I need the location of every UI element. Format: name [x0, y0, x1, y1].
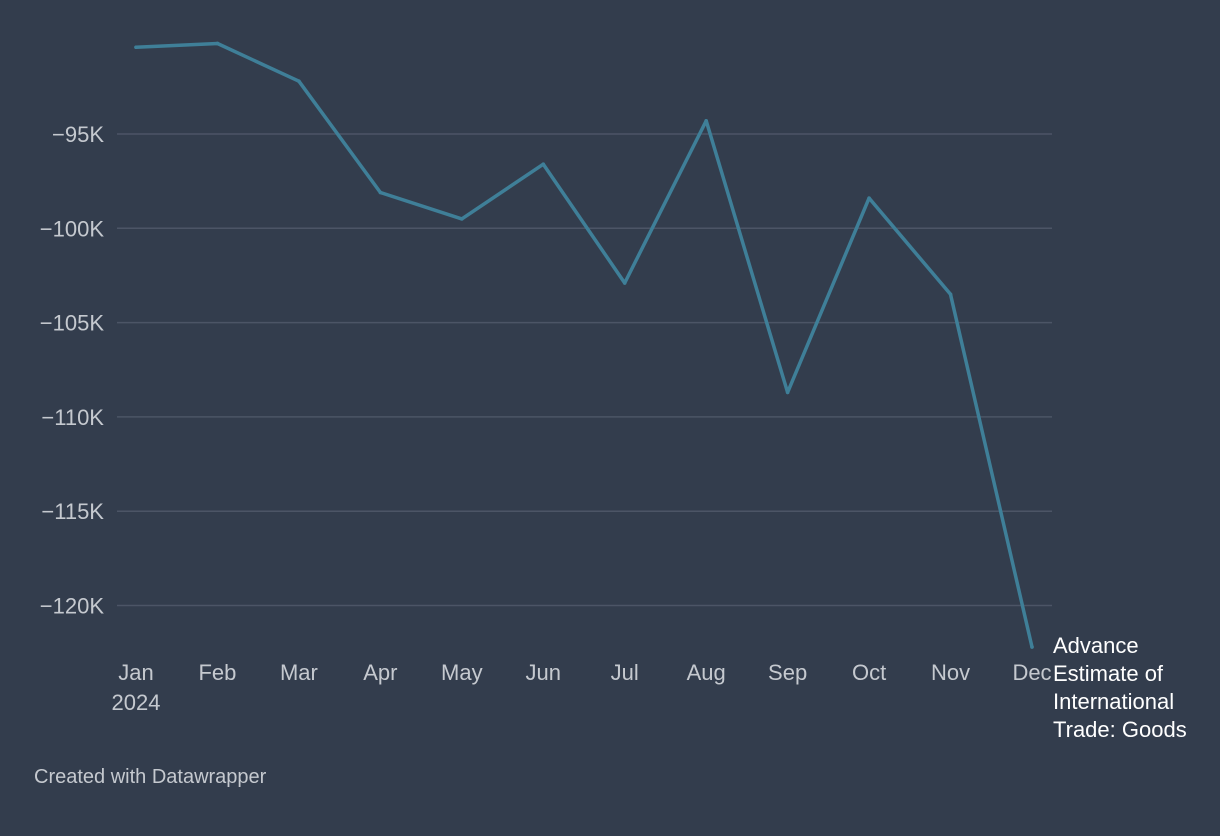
series-labels: Advance Estimate of International Trade: Go… — [1053, 633, 1187, 742]
credit-text: Created with Datawrapper — [34, 766, 267, 788]
data-point — [867, 196, 871, 200]
y-tick-label: −95K — [52, 122, 104, 147]
series-group — [134, 41, 1034, 649]
x-tick-label: Mar — [280, 660, 318, 685]
x-tick-label: Jun — [526, 660, 561, 685]
x-tick-label: Nov — [931, 660, 970, 685]
x-year-label: 2024 — [112, 690, 161, 715]
y-tick-label: −110K — [41, 405, 104, 430]
x-tick-label: Sep — [768, 660, 807, 685]
y-axis: −95K −100K −105K −110K −115K −120K — [40, 122, 105, 619]
data-point — [948, 292, 953, 297]
x-tick-label: Feb — [198, 660, 236, 685]
data-point — [134, 45, 138, 50]
data-point — [1030, 645, 1034, 649]
gridlines — [117, 133, 1052, 607]
data-point — [215, 41, 220, 46]
data-point — [378, 190, 383, 195]
x-tick-label: Jul — [611, 660, 639, 685]
series-label-line: Advance — [1053, 633, 1139, 658]
data-point — [785, 390, 790, 395]
x-tick-label: Aug — [687, 660, 726, 685]
y-tick-label: −105K — [40, 311, 105, 336]
y-tick-label: −120K — [40, 594, 105, 619]
y-tick-label: −115K — [41, 499, 104, 524]
series-label: Advance Estimate of International Trade: Go… — [1053, 633, 1187, 742]
data-point — [622, 281, 627, 285]
data-point — [460, 217, 464, 221]
data-point — [704, 118, 708, 123]
x-tick-label: Apr — [363, 660, 397, 685]
x-tick-label: Jan — [118, 660, 153, 685]
x-axis: Jan Feb Mar Apr May Jun Jul Aug Sep Oct Nov Dec 2024 — [112, 660, 1052, 715]
y-tick-label: −100K — [40, 216, 105, 241]
x-tick-label: May — [441, 660, 483, 685]
series-label-line: Estimate of — [1053, 661, 1164, 686]
x-tick-label: Oct — [852, 660, 886, 685]
data-point — [541, 162, 546, 166]
x-tick-label: Dec — [1012, 660, 1051, 685]
series-label-line: International — [1053, 689, 1174, 714]
series-line — [134, 41, 1034, 649]
series-label-line: Trade: Goods — [1053, 717, 1187, 742]
data-point — [297, 79, 301, 83]
